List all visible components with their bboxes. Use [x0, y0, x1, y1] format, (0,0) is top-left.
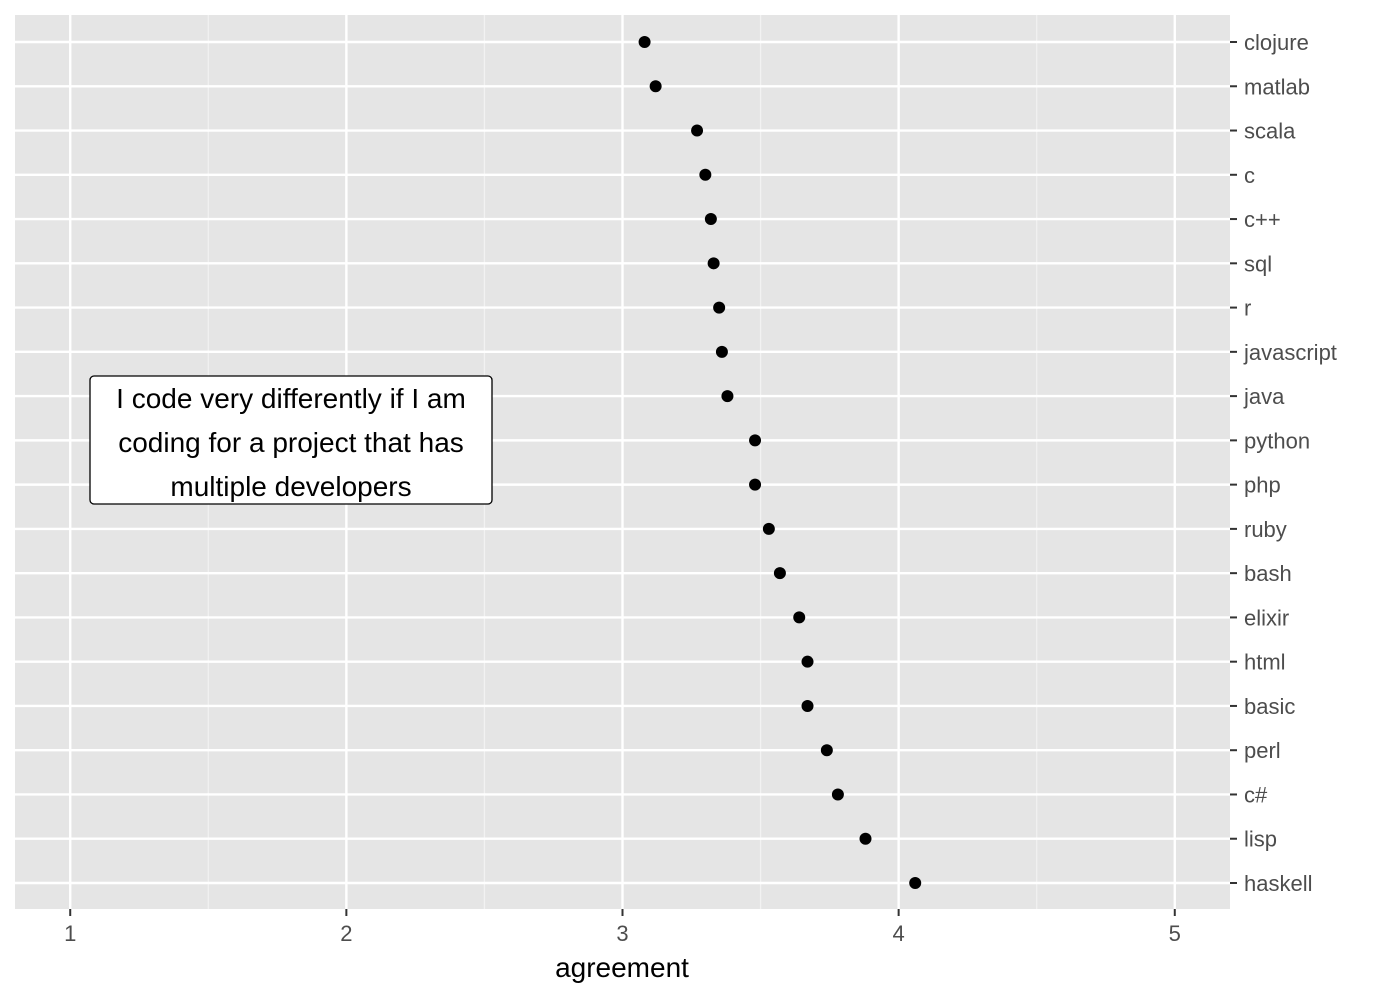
- y-tick-label: scala: [1244, 119, 1296, 144]
- data-point-c++: [704, 213, 717, 226]
- annotation-box: I code very differently if I am coding f…: [89, 375, 493, 505]
- y-tick-label: c++: [1244, 207, 1281, 232]
- y-tick-label: python: [1244, 428, 1310, 453]
- data-point-clojure: [638, 36, 651, 48]
- y-tick-label: elixir: [1244, 605, 1289, 630]
- annotation-line-1: I code very differently if I am: [116, 383, 466, 414]
- y-tick-label: javascript: [1243, 340, 1337, 365]
- annotation-line-3: multiple developers: [170, 471, 411, 502]
- x-tick-label: 3: [616, 921, 628, 946]
- data-point-scala: [691, 124, 704, 137]
- y-tick-label: c#: [1244, 782, 1268, 807]
- y-tick-label: lisp: [1244, 827, 1277, 852]
- data-point-matlab: [649, 80, 662, 93]
- data-point-c#: [831, 788, 844, 801]
- data-point-haskell: [909, 877, 922, 889]
- y-tick-label: matlab: [1244, 74, 1310, 99]
- data-point-perl: [820, 744, 833, 757]
- data-point-php: [749, 478, 762, 491]
- y-tick-label: r: [1244, 296, 1251, 321]
- y-tick-label: c: [1244, 163, 1255, 188]
- major-gridlines: [15, 15, 1230, 909]
- data-point-lisp: [859, 832, 872, 845]
- y-tick-label: bash: [1244, 561, 1292, 586]
- y-tick-label: ruby: [1244, 517, 1287, 542]
- x-tick-label: 2: [340, 921, 352, 946]
- annotation-frame: [89, 375, 493, 505]
- y-tick-label: sql: [1244, 251, 1272, 276]
- annotation-line-2: coding for a project that has: [118, 427, 464, 458]
- data-point-java: [721, 390, 734, 403]
- data-point-c: [699, 168, 712, 181]
- data-point-r: [713, 301, 726, 314]
- data-point-ruby: [762, 522, 775, 535]
- y-tick-label: java: [1243, 384, 1285, 409]
- data-points: [638, 36, 922, 889]
- y-tick-label: haskell: [1244, 871, 1312, 896]
- y-tick-label: html: [1244, 650, 1286, 675]
- data-point-bash: [773, 567, 786, 580]
- y-tick-label: basic: [1244, 694, 1295, 719]
- x-tick-label: 4: [893, 921, 905, 946]
- data-point-python: [749, 434, 762, 447]
- x-axis: 1 2 3 4 5: [64, 909, 1181, 946]
- data-point-basic: [801, 699, 814, 712]
- x-axis-title: agreement: [555, 952, 689, 983]
- y-tick-label: php: [1244, 473, 1281, 498]
- y-axis: clojure matlab scala c c++ sql r javascript java…: [1230, 30, 1337, 896]
- data-point-html: [801, 655, 814, 668]
- y-tick-label: clojure: [1244, 30, 1309, 55]
- data-point-elixir: [793, 611, 806, 624]
- y-tick-label: perl: [1244, 738, 1281, 763]
- x-tick-label: 1: [64, 921, 76, 946]
- x-tick-label: 5: [1169, 921, 1181, 946]
- data-point-sql: [707, 257, 720, 270]
- data-point-javascript: [715, 345, 728, 358]
